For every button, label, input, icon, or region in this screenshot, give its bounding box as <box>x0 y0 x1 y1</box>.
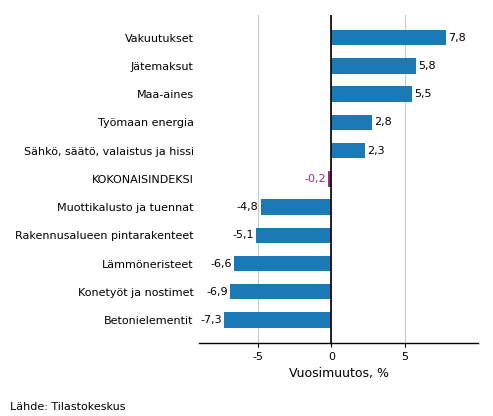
Bar <box>256 228 331 243</box>
Text: -6,6: -6,6 <box>211 258 232 268</box>
Bar <box>331 58 417 74</box>
Text: -0,2: -0,2 <box>305 174 326 184</box>
Bar <box>261 199 331 215</box>
Text: -6,9: -6,9 <box>206 287 228 297</box>
Text: -5,1: -5,1 <box>233 230 254 240</box>
Text: 5,5: 5,5 <box>414 89 432 99</box>
Bar <box>230 284 331 300</box>
Bar <box>331 114 372 130</box>
Text: 2,8: 2,8 <box>375 117 392 127</box>
Bar <box>224 312 331 328</box>
Text: 7,8: 7,8 <box>448 32 466 43</box>
Bar <box>328 171 331 186</box>
Bar <box>331 30 446 45</box>
Text: -4,8: -4,8 <box>237 202 259 212</box>
Bar <box>234 256 331 271</box>
X-axis label: Vuosimuutos, %: Vuosimuutos, % <box>288 367 388 380</box>
Text: 2,3: 2,3 <box>367 146 385 156</box>
Text: -7,3: -7,3 <box>200 315 222 325</box>
Bar <box>331 143 365 158</box>
Text: Lähde: Tilastokeskus: Lähde: Tilastokeskus <box>10 402 125 412</box>
Bar <box>331 87 412 102</box>
Text: 5,8: 5,8 <box>419 61 436 71</box>
